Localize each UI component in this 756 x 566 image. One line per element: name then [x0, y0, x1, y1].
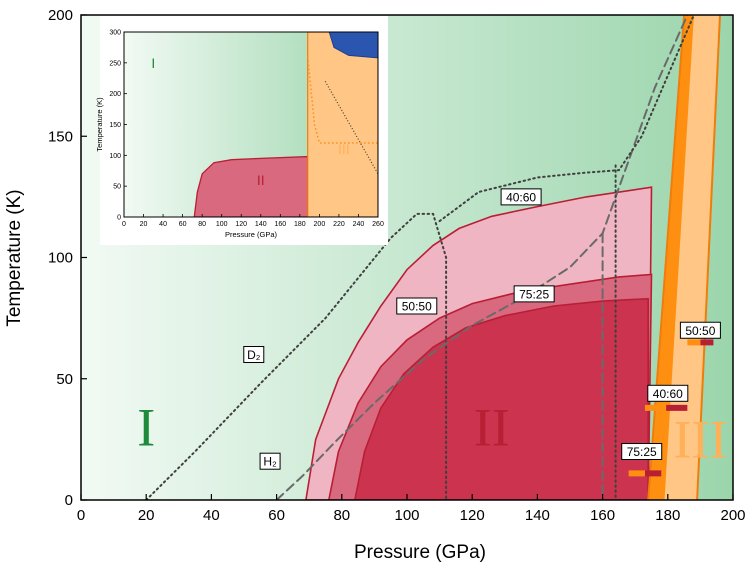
- inset-y-tick-label: 150: [109, 122, 121, 129]
- inset-y-tick-label: 200: [109, 91, 121, 98]
- x-tick-label: 80: [333, 507, 350, 524]
- phase-II-region-3: [353, 297, 649, 500]
- x-tick-label: 180: [655, 507, 680, 524]
- marker-label-3: 75:25: [621, 443, 663, 460]
- line-label-text: 50:50: [402, 300, 432, 314]
- inset-x-tick-label: 140: [255, 221, 267, 228]
- phase-label-II: II: [474, 397, 510, 457]
- line-label-box: [513, 285, 555, 303]
- x-tick-label: 140: [525, 507, 550, 524]
- inset-x-tick-label: 160: [274, 221, 286, 228]
- inset-x-tick-label: 220: [333, 221, 345, 228]
- phase-III-boundary-left: [647, 15, 686, 500]
- inset-phase-label-III: III: [338, 141, 350, 157]
- inset-y-tick-label: 250: [109, 60, 121, 67]
- marker-label-text: 75:25: [627, 445, 657, 459]
- phase-label-I: I: [137, 397, 155, 457]
- inset-x-axis-label: Pressure (GPa): [225, 230, 278, 239]
- y-tick-label: 0: [65, 492, 73, 509]
- line-label-1: D₂: [243, 346, 265, 363]
- x-tick-label: 40: [203, 507, 220, 524]
- inset-plot-area: [124, 32, 378, 217]
- inset-chart: 0 20 40 60 80 100 120 140 160 180 200 220 240 260 0 50 1…: [95, 16, 388, 245]
- boundary-line-3: [438, 15, 695, 223]
- inset-x-tick-label: 40: [159, 221, 167, 228]
- y-tick-label: 50: [56, 371, 73, 388]
- inset-y-tick-label: 300: [109, 30, 121, 37]
- inset-x-tick-label: 100: [216, 221, 228, 228]
- phase-lines: [145, 15, 695, 500]
- phase-III-strong-region: [648, 15, 694, 500]
- phase-regions: [305, 15, 721, 500]
- inset-y-tick-label: 0: [117, 215, 121, 222]
- composition-markers: 50:50 40:60 75:25: [621, 321, 721, 477]
- x-tick-label: 120: [460, 507, 485, 524]
- x-tick-label: 100: [394, 507, 419, 524]
- y-axis-label: Temperature (K): [4, 189, 25, 326]
- x-tick-label: 0: [77, 507, 85, 524]
- inset-y-axis-label: Temperature (K): [95, 97, 104, 152]
- line-label-5: 75:25: [513, 285, 555, 303]
- inset-phase-label-I: I: [151, 55, 155, 71]
- boundary-line-1: [145, 212, 448, 500]
- inset-x-tick-label: 80: [198, 221, 206, 228]
- y-tick-label: 150: [48, 128, 73, 145]
- x-tick-label: 160: [590, 507, 615, 524]
- y-tick-label: 100: [48, 250, 73, 267]
- inset-y-tick-label: 100: [109, 153, 121, 160]
- inset-x-tick-label: 20: [140, 221, 148, 228]
- phase-III-boundary-right: [696, 15, 721, 500]
- marker-label-2: 40:60: [647, 384, 689, 402]
- marker-label-text: 40:60: [653, 387, 683, 401]
- marker-label-box: [679, 321, 721, 339]
- marker-label-box: [621, 443, 663, 460]
- inset-x-tick-label: 0: [122, 221, 126, 228]
- inset-x-tick-label: 200: [314, 221, 326, 228]
- line-label-text: 75:25: [519, 287, 549, 301]
- phase-label-III: III: [673, 409, 727, 469]
- inset-phase-II-region: [193, 155, 309, 217]
- inset-boundary-III: [306, 56, 378, 144]
- line-label-text: 40:60: [506, 190, 536, 204]
- line-label-box: [259, 452, 281, 470]
- line-label-text: H₂: [263, 455, 277, 469]
- inset-x-tick-label: 120: [235, 221, 247, 228]
- inset-x-tick-label: 60: [179, 221, 187, 228]
- line-label-box: [500, 188, 542, 206]
- line-label-3: 40:60: [500, 188, 542, 206]
- line-label-text: D₂: [247, 348, 261, 362]
- inset-phase-IV-region: [328, 32, 378, 59]
- inset-x-tick-label: 260: [372, 221, 384, 228]
- inset-phase-label-II: II: [257, 172, 265, 188]
- x-tick-label: 60: [268, 507, 285, 524]
- inset-x-tick-label: 240: [353, 221, 365, 228]
- inset-phase-label-IV: IV: [347, 36, 361, 52]
- inset-x-tick-label: 180: [294, 221, 306, 228]
- x-tick-label: 200: [720, 507, 745, 524]
- inset-phase-III-region: [307, 32, 378, 217]
- marker-label-text: 50:50: [685, 324, 715, 338]
- line-label-2: H₂: [259, 452, 281, 470]
- line-label-4: 50:50: [396, 297, 438, 315]
- x-axis-label: Pressure (GPa): [354, 542, 486, 563]
- marker-label-1: 50:50: [679, 321, 721, 339]
- line-label-box: [243, 346, 265, 363]
- marker-label-box: [647, 384, 689, 402]
- x-tick-label: 20: [138, 507, 155, 524]
- inset-y-tick-label: 50: [113, 184, 121, 191]
- line-label-box: [396, 297, 438, 315]
- y-tick-label: 200: [48, 7, 73, 24]
